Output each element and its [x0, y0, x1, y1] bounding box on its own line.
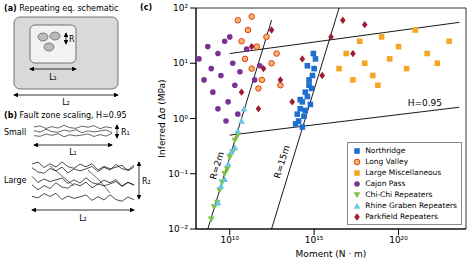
svg-text:(a) Repeating eq. schematic: (a) Repeating eq. schematic	[8, 4, 118, 13]
svg-text:L₂: L₂	[79, 214, 87, 223]
svg-text:Moment (N · m): Moment (N · m)	[296, 249, 367, 259]
svg-text:10²⁰: 10²⁰	[389, 235, 408, 245]
svg-text:Large: Large	[8, 176, 27, 185]
svg-text:L₂: L₂	[62, 98, 70, 107]
svg-text:10²: 10²	[173, 3, 188, 13]
html-text:Cajon Pass: Cajon Pass	[365, 179, 406, 188]
svg-text:H=0.95: H=0.95	[408, 98, 442, 108]
svg-text:Small: Small	[8, 128, 26, 137]
svg-text:10¹⁰: 10¹⁰	[220, 235, 239, 245]
svg-text:Inferred Δσ (MPa): Inferred Δσ (MPa)	[157, 79, 167, 157]
html-text:Northridge: Northridge	[365, 146, 406, 155]
svg-text:10⁻¹: 10⁻¹	[168, 169, 188, 179]
svg-text:(b) Fault zone scaling, H=0.95: (b) Fault zone scaling, H=0.95	[8, 111, 127, 120]
svg-text:10⁻²: 10⁻²	[168, 224, 188, 234]
svg-text:10¹: 10¹	[173, 58, 188, 68]
svg-text:R₁: R₁	[121, 128, 130, 137]
svg-text:(c): (c)	[140, 3, 152, 12]
svg-text:R: R	[69, 35, 75, 44]
html-text:Large Miscellaneous: Large Miscellaneous	[365, 168, 442, 177]
html-text:Chi-Chi Repeaters: Chi-Chi Repeaters	[365, 190, 433, 199]
svg-text:10⁰: 10⁰	[173, 114, 188, 124]
svg-text:10¹⁵: 10¹⁵	[305, 235, 324, 245]
svg-text:L₁: L₁	[49, 73, 57, 82]
html-text:Long Valley: Long Valley	[365, 157, 409, 166]
html-text:Parkfield Repeaters: Parkfield Repeaters	[365, 212, 438, 221]
svg-text:L₁: L₁	[69, 148, 77, 157]
svg-text:R₂: R₂	[142, 177, 151, 186]
html-text:Rhine Graben Repeaters: Rhine Graben Repeaters	[365, 201, 457, 210]
svg-text:R=2m: R=2m	[208, 151, 226, 181]
svg-text:R=15m: R=15m	[272, 144, 292, 179]
